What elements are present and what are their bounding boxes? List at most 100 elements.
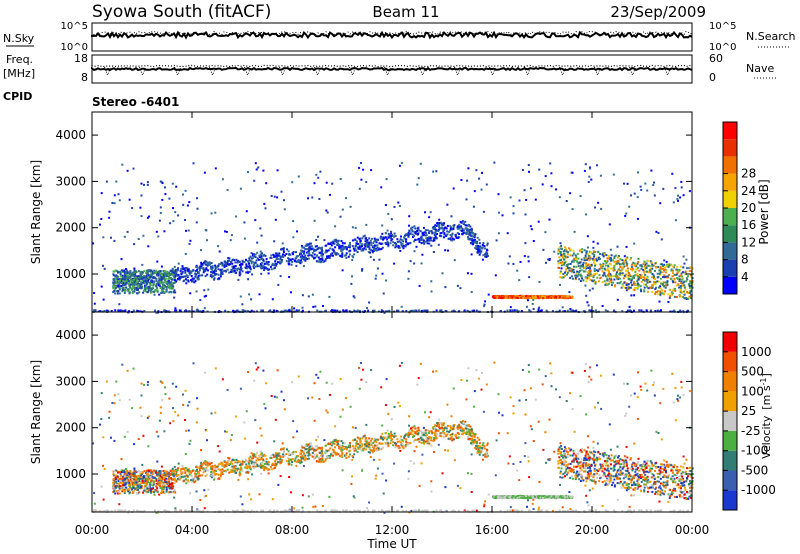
power-cell-73 xyxy=(339,178,342,180)
velocity-cell-449 xyxy=(187,429,190,432)
power-cell-1716 xyxy=(233,265,236,268)
velocity-cell-269 xyxy=(422,426,425,429)
power-cell-2314 xyxy=(159,281,162,284)
power-cell-2968 xyxy=(573,271,575,274)
velocity-cell-164 xyxy=(352,456,355,459)
power-cell-1642 xyxy=(276,257,279,260)
power-cell-1365 xyxy=(264,266,267,269)
power-cell-3828 xyxy=(588,309,591,312)
velocity-cell-855 xyxy=(146,474,149,477)
power-cell-27 xyxy=(113,239,116,242)
velocity-cell-213 xyxy=(361,469,363,472)
power-cell-212 xyxy=(382,292,385,295)
power-cell-3235 xyxy=(584,254,587,257)
power-cell-257 xyxy=(430,290,433,293)
power-cell-3130 xyxy=(666,275,669,278)
power-cell-1391 xyxy=(456,225,459,228)
velocity-cell-494 xyxy=(420,462,423,465)
velocity-cell-496 xyxy=(483,503,486,506)
power-cell-1285 xyxy=(221,262,224,265)
power-cell-1177 xyxy=(157,271,160,274)
power-cell-245 xyxy=(243,237,246,240)
power-cell-3518 xyxy=(636,266,639,269)
power-cell-2128 xyxy=(151,281,154,284)
velocity-cell-54 xyxy=(512,463,515,465)
power-cell-1510 xyxy=(435,237,438,240)
power-cell-3328 xyxy=(594,282,597,285)
velocity-cell-1013 xyxy=(233,467,236,470)
velocity-cell-390 xyxy=(428,416,431,419)
velocity-cell-991 xyxy=(339,454,342,457)
power-cell-1902 xyxy=(357,246,360,249)
power-cell-2266 xyxy=(133,272,136,275)
power-cell-453 xyxy=(283,208,286,211)
power-cell-1437 xyxy=(293,259,296,262)
power-cell-612 xyxy=(470,239,473,241)
power-cell-484 xyxy=(161,182,164,185)
velocity-cell-374 xyxy=(189,439,192,442)
power-cell-1152 xyxy=(202,271,205,274)
power-cell-3453 xyxy=(601,267,604,270)
power-cell-3005 xyxy=(644,283,647,286)
power-cell-442 xyxy=(325,209,328,212)
velocity-cell-800 xyxy=(325,455,328,458)
power-cell-1557 xyxy=(295,264,298,267)
velocity-cell-736 xyxy=(291,458,294,461)
power-cell-1888 xyxy=(374,244,377,247)
power-cell-2271 xyxy=(139,276,141,279)
power-cell-1900 xyxy=(301,250,304,253)
power-cell-2086 xyxy=(153,277,156,280)
power-cell-412 xyxy=(311,196,314,199)
power-cell-1666 xyxy=(266,268,269,270)
power-cell-1196 xyxy=(307,257,310,260)
power-cell-2157 xyxy=(161,272,164,275)
power-cell-3498 xyxy=(559,252,562,254)
power-cell-3514 xyxy=(607,272,610,275)
velocity-cell-741 xyxy=(474,446,477,449)
power-cell-3661 xyxy=(506,309,509,312)
velocity-cell-933 xyxy=(402,444,405,447)
power-cell-2891 xyxy=(617,278,620,281)
velocity-cell-170 xyxy=(311,493,314,496)
power-cell-488 xyxy=(370,169,373,172)
power-cell-2696 xyxy=(517,296,520,299)
power-cell-474 xyxy=(93,302,96,305)
power-cell-3459 xyxy=(654,283,657,286)
velocity-cell-361 xyxy=(117,484,120,487)
power-cell-1256 xyxy=(319,251,322,254)
power-cell-2721 xyxy=(539,296,542,299)
power-cell-1801 xyxy=(185,278,187,281)
power-cell-3398 xyxy=(627,283,630,286)
power-cell-2686 xyxy=(522,297,525,299)
power-cell-349 xyxy=(156,260,159,263)
velocity-cell-327 xyxy=(646,389,649,392)
power-cell-2168 xyxy=(144,287,147,289)
power-cell-3478 xyxy=(565,264,567,267)
power-cell-191 xyxy=(584,163,587,166)
power-cell-3698 xyxy=(255,310,258,313)
power-cell-3472 xyxy=(665,270,667,273)
power-cell-281 xyxy=(596,242,599,245)
noise-left-label: N.Sky xyxy=(3,32,35,45)
velocity-cell-108 xyxy=(659,402,662,405)
power-cell-1840 xyxy=(267,261,270,263)
power-cell-2287 xyxy=(137,277,140,280)
power-cell-2018 xyxy=(159,287,162,289)
power-cell-2293 xyxy=(127,272,130,275)
power-cell-1838 xyxy=(441,223,444,226)
power-cell-1260 xyxy=(300,256,303,259)
power-cell-456 xyxy=(387,212,390,215)
power-cell-3153 xyxy=(636,280,639,283)
power-cell-2745 xyxy=(564,247,567,250)
power-cell-3803 xyxy=(236,309,239,312)
velocity-cell-451 xyxy=(534,398,537,401)
power-cell-1645 xyxy=(276,252,279,255)
velocity-cell-436 xyxy=(250,452,253,455)
power-cell-1616 xyxy=(449,225,452,228)
power-cell-1749 xyxy=(336,240,339,243)
power-cell-1778 xyxy=(230,270,233,273)
power-cell-359 xyxy=(108,216,111,219)
power-cell-291 xyxy=(273,195,276,198)
power-cell-319 xyxy=(592,240,595,243)
power-cell-2140 xyxy=(115,280,118,283)
